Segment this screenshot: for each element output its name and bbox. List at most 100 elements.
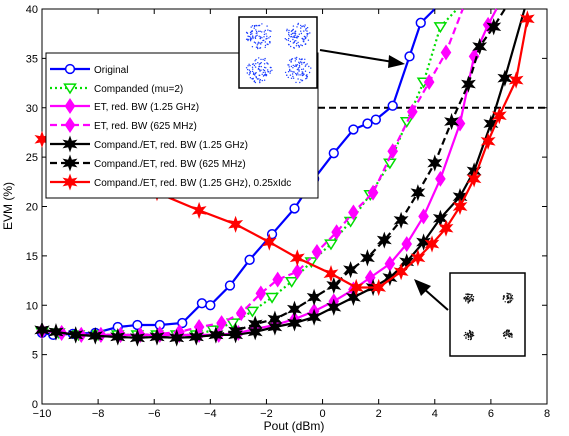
constellation-dot <box>304 70 307 72</box>
data-point <box>235 305 247 322</box>
data-point <box>311 243 323 260</box>
constellation-dot <box>502 298 504 300</box>
constellation-dot <box>258 35 260 37</box>
constellation-dot <box>309 32 311 34</box>
constellation-dot <box>298 70 300 72</box>
constellation-dot <box>505 333 507 335</box>
constellation-dot <box>507 301 509 303</box>
constellation-dot <box>259 70 261 72</box>
constellation-dot <box>292 36 294 38</box>
constellation-dot <box>304 24 306 26</box>
constellation-dot <box>305 64 307 66</box>
legend-sample-marker <box>64 63 76 75</box>
x-tick-label: 2 <box>376 408 382 420</box>
constellation-dot <box>306 35 308 37</box>
constellation-dot <box>470 297 472 300</box>
constellation-dot <box>247 65 249 67</box>
constellation-dot <box>289 68 291 71</box>
constellation-dot <box>263 31 265 33</box>
constellation-dot <box>308 71 311 74</box>
constellation-dot <box>511 333 513 336</box>
data-point <box>343 261 359 279</box>
data-point <box>245 306 260 318</box>
constellation-dot <box>260 69 262 71</box>
constellation-dot <box>296 26 298 28</box>
constellation-dot <box>287 71 290 73</box>
data-point <box>519 10 535 28</box>
constellation-dot <box>253 25 256 27</box>
constellation-dot <box>258 65 261 68</box>
constellation-dot <box>298 45 300 47</box>
constellation-dot <box>300 27 302 29</box>
constellation-dot <box>297 78 299 80</box>
constellation-dot <box>284 38 286 40</box>
constellation-dot <box>294 34 296 36</box>
constellation-dot <box>293 71 295 73</box>
data-point <box>424 235 440 253</box>
constellation-dot <box>302 40 304 42</box>
data-point <box>410 249 426 267</box>
scatter-constellation-icon <box>463 292 514 341</box>
constellation-dot <box>264 59 266 61</box>
constellation-dot <box>305 27 307 30</box>
constellation-dot <box>249 31 252 34</box>
constellation-dot <box>287 76 289 79</box>
data-point <box>205 300 216 311</box>
constellation-dot <box>294 30 297 32</box>
legend-label-original: Original <box>94 65 128 76</box>
constellation-dot <box>303 30 305 32</box>
constellation-dot <box>303 26 306 28</box>
data-point <box>247 315 263 333</box>
constellation-dot <box>248 63 250 65</box>
constellation-dot <box>296 68 299 71</box>
data-point <box>267 310 283 328</box>
x-tick-label: 8 <box>544 408 550 420</box>
constellation-dot <box>466 332 468 334</box>
data-point <box>435 170 446 187</box>
constellation-dot <box>300 32 303 35</box>
constellation-dot <box>289 74 292 76</box>
constellation-dot <box>301 63 303 65</box>
constellation-dot <box>263 69 266 72</box>
constellation-dot <box>286 28 288 30</box>
data-point <box>387 100 398 111</box>
data-point <box>208 326 224 344</box>
constellation-dot <box>465 336 467 338</box>
constellation-dot <box>511 335 513 337</box>
constellation-dot <box>294 57 296 59</box>
constellation-dot <box>258 30 260 32</box>
constellation-dot <box>304 65 307 67</box>
constellation-dot <box>253 27 255 29</box>
constellation-dot <box>465 299 467 301</box>
constellation-dot <box>255 76 257 78</box>
data-point <box>393 263 409 281</box>
legend-samples <box>50 63 90 191</box>
constellation-dot <box>250 38 253 40</box>
constellation-dot <box>254 81 257 84</box>
constellation-dot <box>251 25 254 27</box>
inset-top-arrowhead <box>388 55 405 68</box>
constellation-dot <box>263 66 266 69</box>
constellation-dot <box>307 39 310 41</box>
constellation-dot <box>470 337 472 339</box>
data-point <box>261 233 277 251</box>
data-point <box>472 37 488 56</box>
constellation-dot <box>300 30 302 32</box>
constellation-dot <box>292 75 294 78</box>
y-tick-label: 15 <box>26 251 38 263</box>
constellation-dot <box>300 44 302 46</box>
data-point <box>286 300 302 318</box>
constellation-dot <box>293 35 295 37</box>
constellation-dot <box>256 46 259 48</box>
data-point <box>324 239 338 251</box>
constellation-dot <box>255 29 257 31</box>
constellation-dot <box>245 67 248 69</box>
constellation-dot <box>263 79 266 81</box>
constellation-dot <box>467 335 470 337</box>
x-tick-label: −8 <box>92 408 105 420</box>
constellation-dot <box>267 69 269 71</box>
constellation-dot <box>288 44 290 46</box>
constellation-dot <box>264 46 266 48</box>
constellation-dot <box>509 295 512 297</box>
constellation-dot <box>245 38 248 40</box>
